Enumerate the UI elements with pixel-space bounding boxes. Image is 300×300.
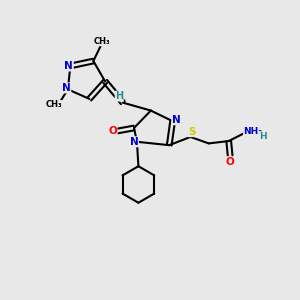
Text: NH₂: NH₂ [244, 127, 263, 136]
Text: S: S [188, 127, 195, 136]
Text: O: O [226, 157, 235, 167]
Text: CH₃: CH₃ [94, 37, 110, 46]
Text: CH₃: CH₃ [45, 100, 62, 109]
Text: N: N [172, 115, 181, 125]
Text: N: N [130, 137, 138, 147]
Text: H: H [260, 132, 267, 141]
Text: N: N [62, 83, 71, 93]
Text: N: N [64, 61, 73, 71]
Text: H: H [115, 91, 123, 101]
Text: O: O [108, 126, 117, 136]
